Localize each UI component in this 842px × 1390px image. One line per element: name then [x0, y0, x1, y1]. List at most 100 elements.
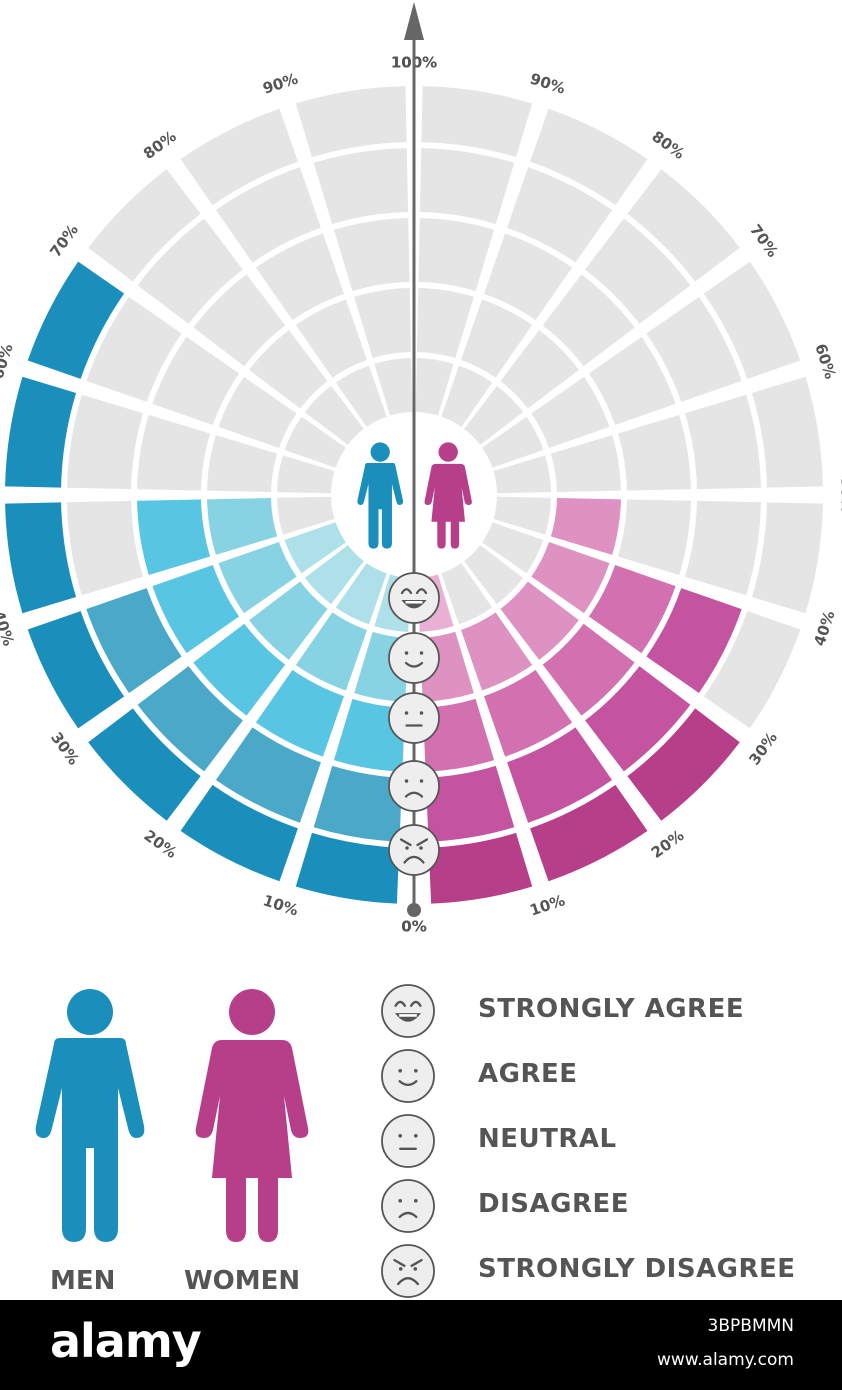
axis-disagree-face-icon: [388, 760, 440, 812]
women-ring-1-segment-1: [507, 727, 613, 823]
men-ring-3-segment-5: [207, 435, 278, 493]
right-tick-label-9: 90%: [528, 70, 568, 98]
women-ring-4-segment-2: [464, 545, 524, 605]
men-ring-4-segment-7: [304, 385, 364, 445]
women-ring-1-segment-8: [507, 167, 613, 263]
right-tick-label-2: 20%: [648, 826, 688, 862]
women-ring-4-segment-7: [464, 385, 524, 445]
men-ring-1-segment-5: [67, 394, 144, 490]
women-ring-1-segment-2: [585, 666, 691, 772]
women-ring-0-segment-0: [428, 832, 533, 904]
women-ring-4-segment-3: [482, 522, 544, 574]
men-ring-0-segment-8: [180, 108, 298, 206]
women-ring-3-segment-7: [500, 330, 579, 409]
axis-strongly-disagree-face-icon: [388, 824, 440, 876]
men-ring-1-segment-2: [137, 666, 243, 772]
women-ring-1-segment-4: [684, 500, 761, 596]
left-tick-label-3: 30%: [47, 729, 83, 769]
men-ring-1-segment-7: [137, 218, 243, 324]
women-ring-2-segment-4: [617, 499, 691, 576]
men-ring-3-segment-7: [249, 330, 328, 409]
right-tick-label-0: 0%: [401, 918, 426, 936]
men-ring-4-segment-6: [284, 416, 346, 468]
women-ring-4-segment-8: [441, 365, 493, 427]
women-ring-1-segment-0: [425, 765, 515, 842]
men-ring-3-segment-4: [207, 497, 278, 555]
left-tick-label-1: 10%: [261, 891, 301, 919]
men-ring-2-segment-1: [255, 669, 344, 757]
men-ring-3-segment-6: [218, 376, 297, 448]
men-ring-0-segment-7: [88, 169, 201, 282]
men-ring-1-segment-8: [215, 167, 321, 263]
legend-disagree-face-icon: [381, 1179, 435, 1233]
women-large-icon: [195, 989, 309, 1242]
women-ring-2-segment-7: [542, 274, 635, 367]
right-tick-label-8: 80%: [648, 127, 688, 163]
men-label: MEN: [50, 1266, 116, 1296]
women-ring-3-segment-3: [531, 542, 610, 614]
right-tick-label-5: 50%: [838, 477, 842, 513]
left-tick-label-4: 40%: [0, 608, 18, 648]
men-ring-2-segment-3: [152, 565, 240, 654]
left-tick-label-8: 80%: [140, 127, 180, 163]
left-tick-label-9: 90%: [260, 70, 300, 98]
right-tick-label-3: 30%: [745, 729, 781, 769]
men-ring-1-segment-0: [313, 765, 403, 842]
women-ring-3-segment-1: [461, 612, 533, 691]
right-tick-label-1: 10%: [527, 891, 567, 919]
women-ring-4-segment-9: [415, 358, 454, 416]
men-ring-4-segment-2: [304, 545, 364, 605]
women-ring-3-segment-6: [531, 376, 610, 448]
women-ring-0-segment-2: [627, 708, 740, 821]
men-ring-2-segment-2: [193, 623, 286, 716]
footer-url[interactable]: www.alamy.com: [656, 1350, 794, 1370]
women-ring-0-segment-8: [530, 108, 648, 206]
women-ring-2-segment-8: [484, 233, 573, 321]
men-ring-3-segment-1: [295, 612, 367, 691]
women-ring-2-segment-0: [422, 698, 495, 772]
women-ring-4-segment-6: [482, 416, 544, 468]
men-ring-0-segment-9: [295, 86, 407, 158]
men-ring-0-segment-5: [5, 376, 77, 488]
center-gender-icons: [357, 442, 472, 549]
men-ring-1-segment-4: [67, 500, 144, 596]
men-ring-3-segment-2: [249, 581, 328, 660]
women-ring-1-segment-3: [646, 588, 742, 694]
axis-arrow-icon: [404, 2, 424, 40]
women-ring-0-segment-3: [703, 611, 801, 729]
right-tick-label-6: 60%: [811, 341, 839, 381]
legend-strongly-disagree-face-icon: [381, 1244, 435, 1298]
men-ring-1-segment-6: [86, 296, 182, 402]
women-ring-4-segment-5: [493, 455, 551, 494]
men-ring-1-segment-1: [215, 727, 321, 823]
axis-origin-dot: [407, 903, 421, 917]
men-ring-3-segment-3: [218, 542, 297, 614]
center-women-icon: [424, 442, 472, 549]
women-ring-2-segment-3: [588, 565, 676, 654]
women-ring-3-segment-2: [500, 581, 579, 660]
men-ring-4-segment-3: [284, 522, 346, 574]
men-ring-1-segment-3: [86, 588, 182, 694]
men-ring-4-segment-1: [335, 563, 387, 625]
men-ring-0-segment-2: [88, 708, 201, 821]
women-ring-0-segment-6: [703, 261, 801, 379]
legend-faces: [381, 984, 435, 1298]
women-ring-3-segment-5: [550, 435, 621, 493]
women-ring-1-segment-9: [419, 148, 515, 225]
men-ring-4-segment-5: [277, 455, 335, 494]
men-ring-0-segment-1: [180, 784, 298, 882]
legend-label-neutral: NEUTRAL: [478, 1124, 617, 1154]
left-tick-label-2: 20%: [141, 826, 181, 862]
men-figure: [35, 989, 145, 1242]
men-ring-4-segment-4: [277, 496, 335, 535]
women-ring-3-segment-4: [550, 497, 621, 555]
men-ring-0-segment-0: [295, 832, 400, 904]
legend-strongly-agree-face-icon: [381, 984, 435, 1038]
women-ring-2-segment-1: [484, 669, 573, 757]
women-ring-1-segment-7: [585, 218, 691, 324]
men-ring-3-segment-8: [295, 299, 367, 378]
women-ring-3-segment-9: [416, 288, 474, 359]
left-tick-label-7: 70%: [46, 221, 82, 261]
men-large-icon: [35, 989, 145, 1242]
men-ring-2-segment-4: [137, 499, 211, 576]
